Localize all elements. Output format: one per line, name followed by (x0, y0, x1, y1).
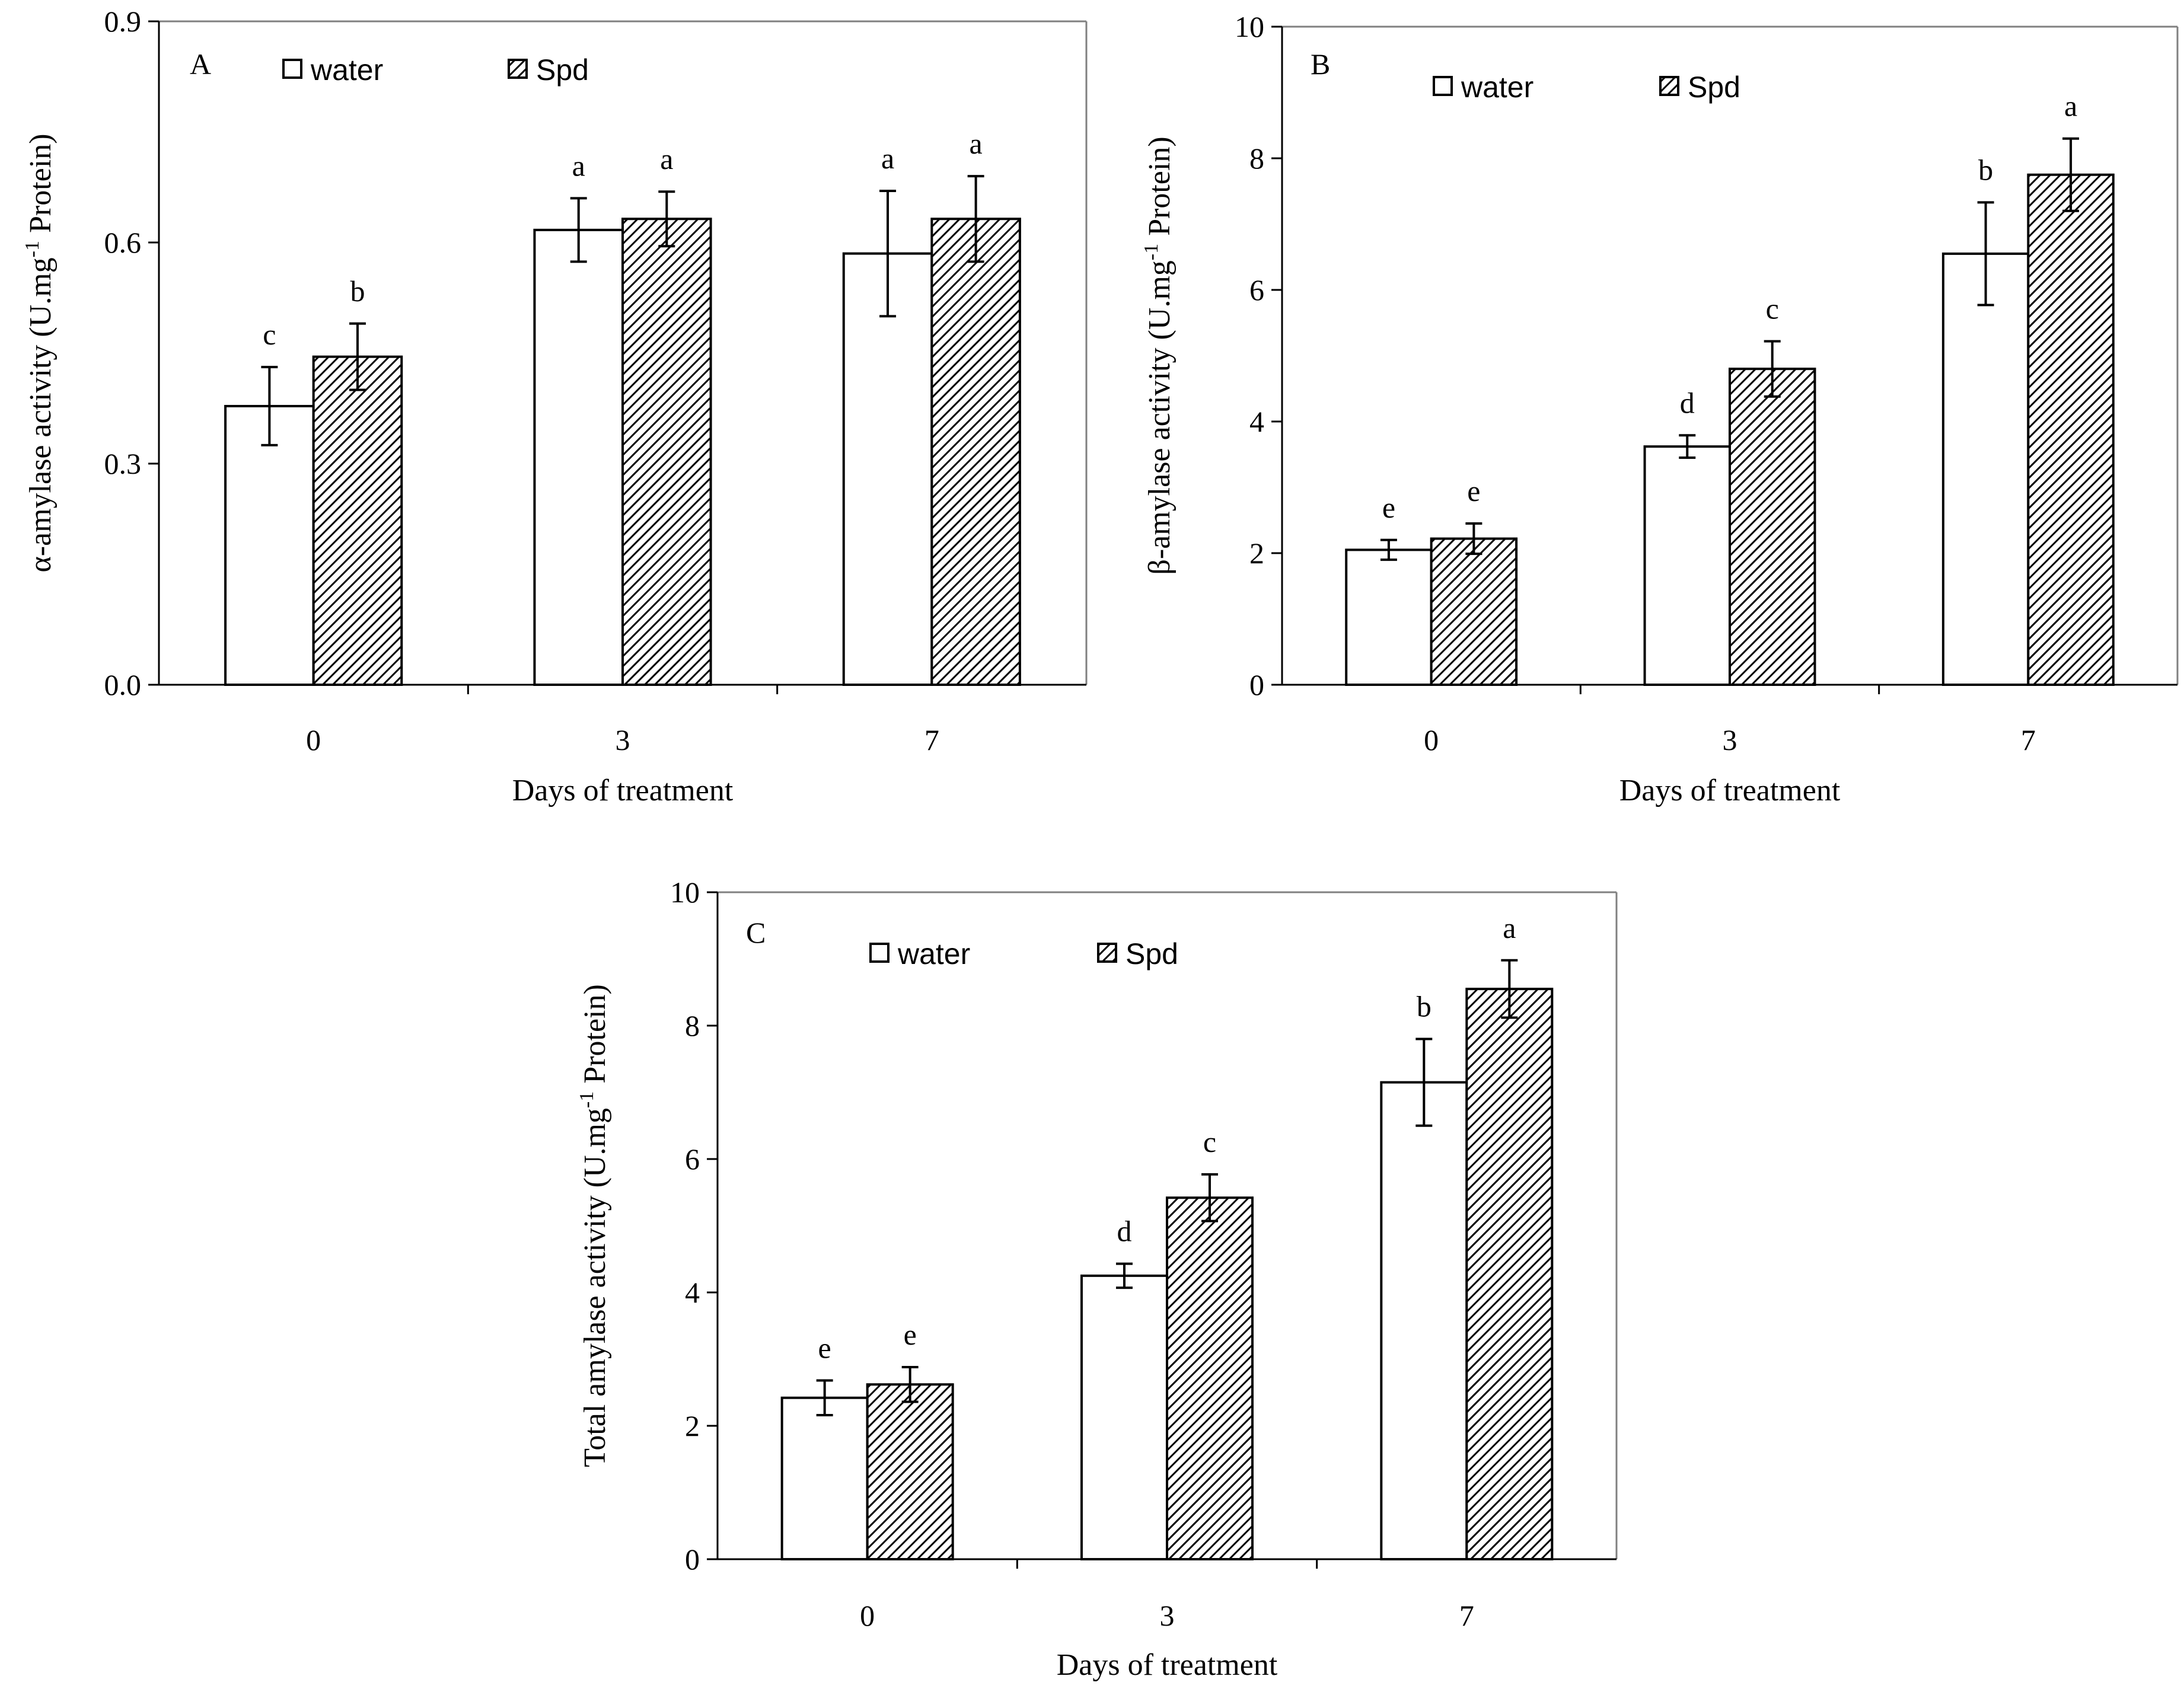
significance-label: a (572, 149, 585, 182)
x-tick-label: 7 (924, 723, 939, 756)
open-square-legend-icon (869, 943, 889, 963)
y-tick-label: 8 (685, 1009, 700, 1042)
significance-label: a (1503, 911, 1516, 944)
bar-spd-day-3 (1729, 368, 1816, 686)
legend-label-spd: Spd (1688, 71, 1740, 104)
significance-label: e (818, 1332, 831, 1365)
bar-water-day-0 (780, 1396, 869, 1560)
significance-label: b (1417, 990, 1431, 1023)
chart-panel-a: 0.0 0.3 0.6 0.9 0 c b 3 a a 7 a a A water Spd Days of tr… (21, 5, 1088, 807)
x-tick-label: 0 (306, 723, 321, 756)
y-tick-label: 10 (670, 876, 700, 909)
bar-water-day-7 (1380, 1081, 1468, 1560)
legend-label-spd: Spd (536, 53, 589, 87)
legend-label-water: water (1461, 71, 1533, 104)
y-tick-label: 2 (1249, 537, 1264, 570)
y-tick-label: 6 (685, 1142, 700, 1176)
bar-water-day-7 (842, 252, 933, 686)
y-axis-title-main: Total amylase activity (U.mg (578, 1108, 612, 1467)
x-axis-title: Days of treatment (1619, 774, 1841, 807)
panels: 0.0 0.3 0.6 0.9 0 c b 3 a a 7 a a A water Spd Days of tr… (21, 5, 2179, 1682)
y-tick-label: 0.0 (104, 668, 142, 701)
significance-label: e (1382, 491, 1395, 524)
significance-label: a (881, 142, 894, 175)
x-tick-label: 7 (2021, 723, 2036, 756)
significance-label: a (970, 127, 983, 160)
bar-water-day-3 (533, 228, 624, 686)
panel-label: C (746, 916, 766, 949)
y-axis-title-main: α-amylase activity (U.mg (24, 257, 58, 572)
y-axis-title: β-amylase activity (U.mg-1 Protein) (1140, 136, 1177, 574)
y-tick-label: 4 (685, 1276, 700, 1309)
y-axis-title-superscript: -1 (1140, 244, 1162, 260)
legend-label-water: water (897, 937, 970, 970)
bar-spd-day-0 (866, 1383, 954, 1560)
y-axis-title-main: β-amylase activity (U.mg (1143, 260, 1177, 574)
y-axis-title-unit: Protein) (24, 133, 58, 241)
significance-label: a (660, 142, 673, 175)
bar-water-day-7 (1941, 252, 2030, 686)
significance-label: b (350, 274, 365, 308)
x-tick-label: 3 (1160, 1599, 1175, 1632)
y-tick-label: 2 (685, 1409, 700, 1442)
significance-label: a (2064, 90, 2077, 123)
x-tick-label: 7 (1459, 1599, 1474, 1632)
bar-water-day-0 (1345, 548, 1433, 687)
x-axis-title: Days of treatment (1057, 1648, 1278, 1682)
open-square-legend-icon (1433, 76, 1453, 96)
y-tick-label: 0 (685, 1543, 700, 1576)
x-tick-label: 0 (860, 1599, 875, 1632)
y-tick-label: 8 (1249, 142, 1264, 175)
bar-water-day-3 (1643, 445, 1732, 686)
hatched-square-legend-icon (508, 59, 528, 79)
x-axis-title: Days of treatment (512, 774, 734, 807)
significance-label: b (1978, 153, 1993, 186)
y-axis-title-unit: Protein) (578, 984, 612, 1091)
y-tick-label: 0.6 (104, 226, 142, 259)
bar-spd-day-7 (2027, 173, 2115, 686)
y-tick-label: 0.9 (104, 5, 142, 38)
x-tick-label: 0 (1424, 723, 1439, 756)
y-tick-label: 6 (1249, 273, 1264, 307)
bar-spd-day-3 (621, 218, 712, 687)
significance-label: e (904, 1318, 917, 1351)
open-square-legend-icon (282, 59, 302, 79)
significance-label: c (263, 318, 276, 351)
y-axis-title-unit: Protein) (1143, 136, 1177, 244)
x-tick-label: 3 (1723, 723, 1737, 756)
legend-label-spd: Spd (1126, 937, 1178, 970)
significance-label: c (1766, 292, 1779, 325)
y-tick-label: 0.3 (104, 447, 142, 480)
bar-water-day-3 (1080, 1274, 1168, 1560)
y-axis-title-superscript: -1 (21, 241, 43, 257)
bar-spd-day-0 (312, 355, 403, 686)
y-axis-title: α-amylase activity (U.mg-1 Protein) (21, 133, 58, 572)
y-tick-label: 10 (1235, 10, 1264, 43)
y-axis-title: Total amylase activity (U.mg-1 Protein) (576, 984, 612, 1467)
panel-label: B (1311, 47, 1330, 81)
y-tick-label: 0 (1249, 668, 1264, 701)
hatched-square-legend-icon (1097, 943, 1117, 963)
x-tick-label: 3 (616, 723, 630, 756)
panel-label: A (190, 47, 211, 81)
bar-spd-day-0 (1430, 537, 1518, 687)
significance-label: d (1117, 1215, 1131, 1248)
significance-label: d (1680, 386, 1695, 419)
bar-spd-day-3 (1166, 1196, 1254, 1560)
bar-water-day-0 (224, 405, 315, 687)
bar-spd-day-7 (930, 218, 1021, 687)
bar-spd-day-7 (1465, 988, 1554, 1560)
legend-label-water: water (310, 53, 383, 87)
significance-label: c (1203, 1125, 1216, 1158)
significance-label: e (1467, 474, 1480, 507)
hatched-square-legend-icon (1659, 76, 1679, 96)
y-tick-label: 4 (1249, 405, 1264, 438)
y-axis-title-superscript: -1 (576, 1091, 598, 1108)
